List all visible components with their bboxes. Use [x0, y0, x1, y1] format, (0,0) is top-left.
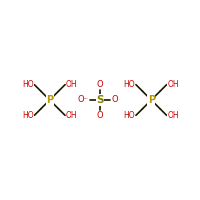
Text: O: O [97, 80, 103, 89]
Text: OH: OH [66, 80, 78, 89]
Text: HO: HO [123, 111, 135, 120]
Text: S: S [96, 95, 104, 105]
Text: O⁻: O⁻ [78, 96, 89, 104]
Text: O: O [97, 111, 103, 120]
Text: P: P [148, 95, 155, 105]
Text: HO: HO [123, 80, 135, 89]
Text: HO: HO [22, 80, 33, 89]
Text: HO: HO [22, 111, 33, 120]
Text: O: O [111, 96, 118, 104]
Text: OH: OH [168, 111, 179, 120]
Text: P: P [46, 95, 53, 105]
Text: OH: OH [168, 80, 179, 89]
Text: OH: OH [66, 111, 78, 120]
